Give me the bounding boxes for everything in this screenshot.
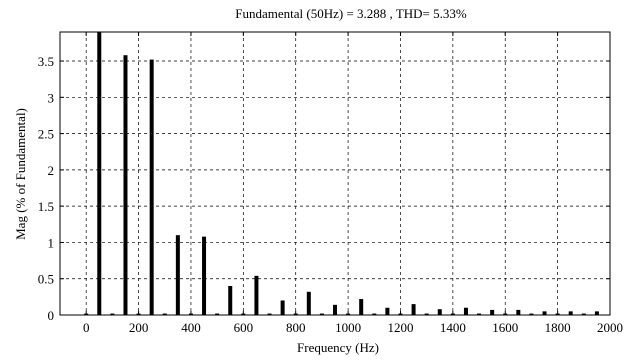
y-tick-label: 0.5 [38,272,54,287]
x-tick-label: 0 [83,320,90,335]
bar [372,313,377,315]
bar [490,309,495,315]
y-tick-label: 3 [48,90,55,105]
bar [228,285,233,315]
x-tick-label: 2000 [597,320,623,335]
x-tick-label: 1200 [387,320,413,335]
bar [215,313,220,315]
bar [202,236,207,315]
bar [477,313,482,315]
x-tick-label: 400 [181,320,201,335]
x-tick-label: 1600 [492,320,518,335]
bar [359,299,364,315]
x-tick-label: 1800 [545,320,571,335]
bar [542,311,547,315]
y-tick-label: 1.5 [38,199,54,214]
x-tick-label: 1000 [335,320,361,335]
bar [385,307,390,315]
x-tick-label: 600 [234,320,254,335]
x-axis-label: Frequency (Hz) [297,340,379,355]
bar [267,313,272,315]
y-tick-label: 2 [48,163,55,178]
bar [319,313,324,315]
bar [175,235,180,315]
bar [110,313,115,315]
bar [123,55,128,315]
bar [280,300,285,315]
bar [97,32,102,315]
bar [411,304,416,315]
bar [424,313,429,315]
axis-ticks: 0 200 400 600 800 1000 1200 1400 1600 1800 2000 0 0.… [38,32,623,335]
bar [529,313,534,315]
y-tick-label: 3.5 [38,54,54,69]
y-tick-label: 1 [48,235,55,250]
bar [581,313,586,315]
bar [149,59,154,316]
bar [162,313,167,315]
y-tick-label: 0 [48,308,55,323]
bar [568,311,573,315]
bar [254,275,259,315]
bar [437,309,442,315]
plot-area-frame [59,31,611,316]
y-axis-label: Mag (% of Fundamental) [13,108,28,240]
x-tick-label: 1400 [440,320,466,335]
x-tick-label: 800 [286,320,306,335]
bar [333,304,337,315]
bar [594,311,599,315]
bar [516,309,521,315]
y-tick-label: 2.5 [38,127,54,142]
x-tick-label: 200 [129,320,149,335]
chart-title: Fundamental (50Hz) = 3.288 , THD= 5.33% [235,6,467,21]
bar [463,307,468,315]
bars [84,32,599,316]
bar [306,291,311,315]
